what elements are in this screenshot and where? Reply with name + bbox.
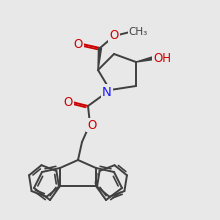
- Text: O: O: [73, 37, 83, 51]
- Text: O: O: [63, 95, 73, 108]
- Text: OH: OH: [153, 51, 171, 64]
- Polygon shape: [136, 57, 154, 62]
- Text: CH₃: CH₃: [128, 27, 148, 37]
- Text: O: O: [109, 29, 119, 42]
- Text: O: O: [87, 119, 97, 132]
- Text: N: N: [102, 86, 112, 99]
- Polygon shape: [98, 48, 101, 70]
